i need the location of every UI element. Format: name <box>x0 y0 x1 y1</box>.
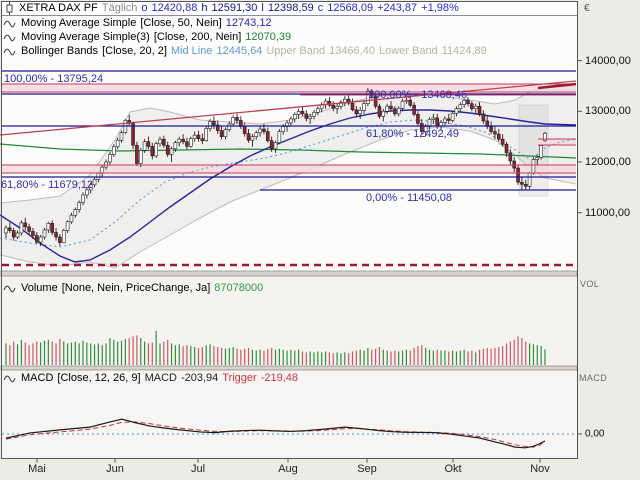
indicator-row-bollinger[interactable]: Bollinger Bands [Close, 20, 2] Mid Line … <box>3 45 487 58</box>
trigger-label: Trigger <box>222 372 257 384</box>
bollinger-name: Bollinger Bands <box>21 45 99 57</box>
indicator-line-icon <box>3 285 16 293</box>
ma200-params: [Close, 200, Nein] <box>153 31 242 43</box>
bollinger-upper-value: 13466,40 <box>329 45 375 57</box>
bollinger-lower-value: 11424,89 <box>441 45 487 57</box>
low-value: 12398,59 <box>267 2 314 14</box>
ma50-value: 12743,12 <box>225 17 272 29</box>
volume-pane <box>1 276 577 366</box>
indicator-row-volume[interactable]: Volume [None, Nein, PriceChange, Ja] 870… <box>3 282 263 295</box>
time-axis-label: Okt <box>444 463 462 475</box>
trend-line <box>0 80 577 136</box>
price-pane <box>1 15 577 271</box>
bollinger-mid-label: Mid Line <box>170 45 213 57</box>
bollinger-mid-value: 12445,64 <box>216 45 263 57</box>
macd-value: -203,94 <box>180 372 219 384</box>
price-axis-label: 12000,00 <box>585 156 631 168</box>
ma50-params: [Close, 50, Nein] <box>140 17 222 29</box>
fibonacci-level-label: 61,80% - 11679,12 <box>1 179 94 191</box>
open-value: 12420,88 <box>151 2 198 14</box>
macd-trigger-line <box>5 421 546 448</box>
macd-pane-axis-label: MACD <box>579 373 608 383</box>
volume-pane-axis-label: VOL <box>580 279 600 289</box>
price-axis-label: 11000,00 <box>585 206 631 219</box>
fibonacci-level-label: 0,00% - 11450,08 <box>366 192 453 204</box>
timeframe-label[interactable]: Täglich <box>101 2 138 14</box>
quote-bar-background <box>1 1 577 15</box>
open-label: o <box>141 2 148 14</box>
highlight-box <box>518 104 549 197</box>
indicator-row-macd[interactable]: MACD [Close, 12, 26, 9] MACD -203,94 Tri… <box>3 372 298 385</box>
change-value: +243,87 <box>377 2 418 14</box>
fibonacci-level-label: 100,00% - 13460,46 <box>368 89 468 101</box>
indicator-line-icon <box>3 375 16 383</box>
plot-frame <box>1 1 578 459</box>
time-axis-label: Nov <box>530 463 550 475</box>
price-axis-label: 14000,00 <box>585 54 631 67</box>
volume-bars <box>5 330 546 365</box>
trigger-value: -219,48 <box>260 372 299 384</box>
close-value: 12568,09 <box>327 2 374 14</box>
macd-params: [Close, 12, 26, 9] <box>57 372 141 384</box>
indicator-row-ma50[interactable]: Moving Average Simple [Close, 50, Nein] … <box>3 17 272 30</box>
macd-line <box>5 418 546 449</box>
currency-label: € <box>584 3 590 14</box>
quote-bar: XETRA DAX PF Täglich o 12420,88 h 12591,… <box>4 2 459 15</box>
time-axis-label: Jul <box>190 463 206 475</box>
indicator-line-icon <box>3 34 16 42</box>
time-axis-label: Aug <box>278 463 298 475</box>
volume-params: [None, Nein, PriceChange, Ja] <box>61 282 211 294</box>
close-label: c <box>317 2 324 14</box>
candlestick-series <box>4 87 547 247</box>
time-axis-label: Mai <box>28 463 46 475</box>
support-resistance-zone <box>2 165 576 173</box>
macd-pane <box>1 370 577 458</box>
bollinger-upper-label: Upper Band <box>266 45 326 57</box>
bollinger-lower-label: Lower Band <box>378 45 438 57</box>
macd-label: MACD <box>144 372 177 384</box>
high-value: 12591,30 <box>211 2 258 14</box>
pane-separator <box>0 270 578 277</box>
low-label: l <box>261 2 264 14</box>
instrument-title: XETRA DAX PF <box>19 2 98 14</box>
time-axis-label: Jun <box>106 463 124 475</box>
ma200-line <box>0 143 577 159</box>
pane-separator <box>0 365 578 371</box>
change-percent: +1,98% <box>421 2 459 14</box>
fibonacci-level-label: 61,80% - 12492,49 <box>366 128 459 140</box>
indicator-line-icon <box>3 20 16 28</box>
ma50-name: Moving Average Simple <box>21 17 137 29</box>
support-resistance-zone <box>2 84 576 92</box>
ma200-name: Moving Average Simple(3) <box>21 31 150 43</box>
indicator-line-icon <box>3 48 16 56</box>
volume-name: Volume <box>21 282 58 294</box>
candlestick-instrument-icon <box>6 2 13 15</box>
ma200-value: 12070,39 <box>245 31 292 43</box>
fibonacci-level-label: 100,00% - 13795,24 <box>4 73 104 85</box>
volume-value: 87078000 <box>214 282 264 294</box>
support-resistance-zone <box>538 139 576 145</box>
trend-line <box>537 82 577 90</box>
macd-zero-tick-label: 0,00 <box>585 428 605 440</box>
bollinger-params: [Close, 20, 2] <box>102 45 167 57</box>
price-axis-label: 13000,00 <box>585 105 631 118</box>
high-label: h <box>201 2 208 14</box>
macd-name: MACD <box>21 372 54 384</box>
time-axis-label: Sep <box>357 463 377 475</box>
indicator-row-ma200[interactable]: Moving Average Simple(3) [Close, 200, Ne… <box>3 31 291 44</box>
